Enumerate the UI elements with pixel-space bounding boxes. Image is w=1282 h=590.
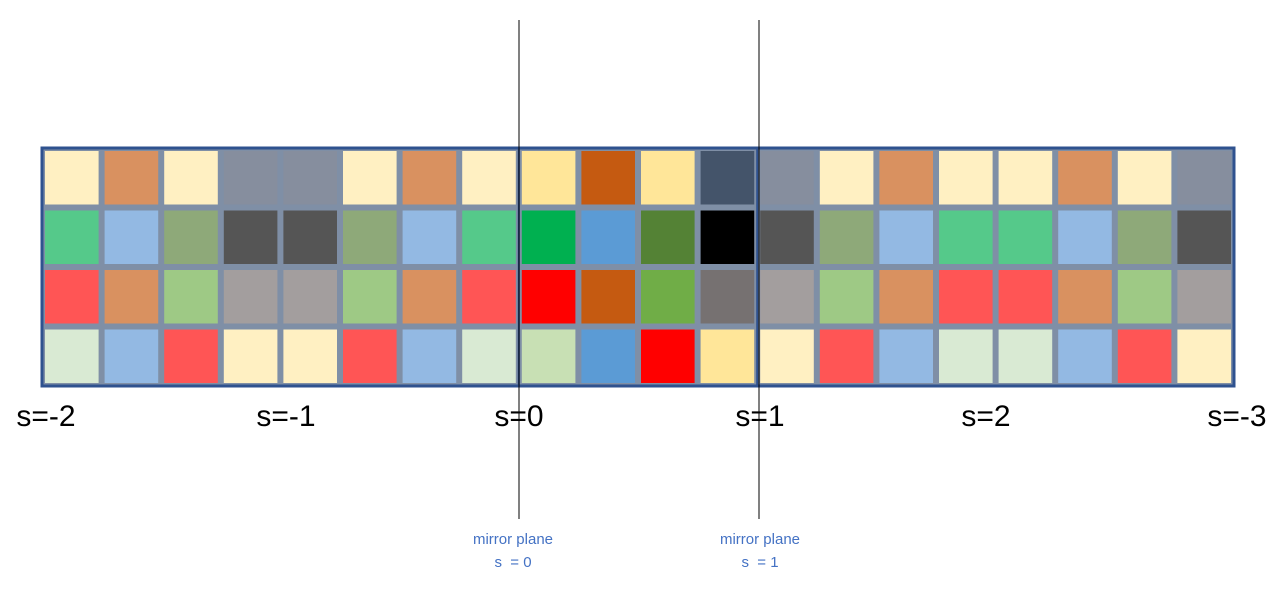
grid-border xyxy=(40,146,1236,388)
grid-cell xyxy=(819,270,874,324)
grid-cell xyxy=(819,151,874,205)
s-label-minus-1: s=-1 xyxy=(256,400,315,433)
grid-cell xyxy=(402,270,457,324)
grid-cell xyxy=(521,210,576,264)
mirror-plane-s1-title: mirror plane xyxy=(720,531,800,548)
grid-cell xyxy=(283,329,337,383)
grid-cell xyxy=(879,270,933,324)
grid-cell xyxy=(164,151,218,205)
grid-cell xyxy=(998,270,1053,324)
grid-cell xyxy=(700,151,755,205)
grid-cell xyxy=(760,151,814,205)
grid-cell xyxy=(45,270,99,324)
grid-cell xyxy=(283,210,337,264)
grid-cell xyxy=(343,210,397,264)
grid-cell xyxy=(462,151,516,205)
grid-cell xyxy=(164,329,218,383)
grid-cell xyxy=(283,270,337,324)
grid-cell xyxy=(462,329,516,383)
grid-cell xyxy=(641,329,695,383)
grid-cell xyxy=(1058,270,1112,324)
grid-cell xyxy=(521,329,576,383)
grid-cell xyxy=(760,210,814,264)
grid-cell xyxy=(1177,151,1231,205)
grid-cell xyxy=(879,151,933,205)
grid-cell xyxy=(45,210,99,264)
grid-cell xyxy=(1117,151,1172,205)
grid-cell xyxy=(879,210,933,264)
grid-cell xyxy=(462,270,516,324)
grid-cell xyxy=(223,210,278,264)
grid-cell xyxy=(581,151,635,205)
grid-cell xyxy=(343,329,397,383)
grid-cell xyxy=(998,329,1053,383)
mirror-plane-s0-value: s = 0 xyxy=(494,554,531,571)
s-label-2: s=2 xyxy=(961,400,1010,433)
grid-cell xyxy=(998,151,1053,205)
grid-cell xyxy=(760,329,814,383)
grid-cell xyxy=(819,210,874,264)
s-label-minus-3: s=-3 xyxy=(1207,400,1266,433)
mirror-plane-s0-title: mirror plane xyxy=(473,531,553,548)
s-label-1: s=1 xyxy=(735,400,784,433)
grid-cell xyxy=(402,151,457,205)
grid-cell xyxy=(45,151,99,205)
grid-cell xyxy=(641,151,695,205)
grid-cell xyxy=(521,270,576,324)
grid-cell xyxy=(104,270,159,324)
grid-cell xyxy=(879,329,933,383)
grid-cell xyxy=(1117,210,1172,264)
grid-cell xyxy=(581,210,635,264)
grid-cell xyxy=(343,151,397,205)
grid-cell xyxy=(1177,210,1231,264)
grid-cell xyxy=(521,151,576,205)
grid-cell xyxy=(402,329,457,383)
s-label-minus-2: s=-2 xyxy=(16,400,75,433)
grid-cell xyxy=(998,210,1053,264)
grid-cell xyxy=(1058,151,1112,205)
grid-cell xyxy=(939,329,993,383)
s-label-0: s=0 xyxy=(494,400,543,433)
grid-cell xyxy=(164,210,218,264)
grid-cell xyxy=(819,329,874,383)
grid-cell xyxy=(283,151,337,205)
mirror-plane-s1-value: s = 1 xyxy=(741,554,778,571)
grid-cell xyxy=(223,151,278,205)
grid-cell xyxy=(939,210,993,264)
grid-cell xyxy=(104,329,159,383)
color-grid xyxy=(40,146,1236,388)
grid-cell xyxy=(1058,329,1112,383)
grid-cell xyxy=(700,270,755,324)
grid-cell xyxy=(343,270,397,324)
grid-cell xyxy=(1117,270,1172,324)
grid-cell xyxy=(104,210,159,264)
grid-cell xyxy=(760,270,814,324)
grid-cell xyxy=(641,270,695,324)
grid-cell xyxy=(402,210,457,264)
grid-cell xyxy=(164,270,218,324)
grid-cell xyxy=(700,329,755,383)
grid-cell xyxy=(641,210,695,264)
grid-cell xyxy=(462,210,516,264)
grid-cell xyxy=(700,210,755,264)
grid-cell xyxy=(45,329,99,383)
grid-cell xyxy=(104,151,159,205)
grid-background xyxy=(42,148,1234,386)
grid-cell xyxy=(581,329,635,383)
grid-cell xyxy=(939,151,993,205)
grid-cell xyxy=(1177,270,1231,324)
grid-cell xyxy=(1058,210,1112,264)
grid-cell xyxy=(1117,329,1172,383)
grid-cell xyxy=(581,270,635,324)
grid-cell xyxy=(939,270,993,324)
grid-cell xyxy=(223,270,278,324)
grid-cell xyxy=(223,329,278,383)
grid-cell xyxy=(1177,329,1231,383)
